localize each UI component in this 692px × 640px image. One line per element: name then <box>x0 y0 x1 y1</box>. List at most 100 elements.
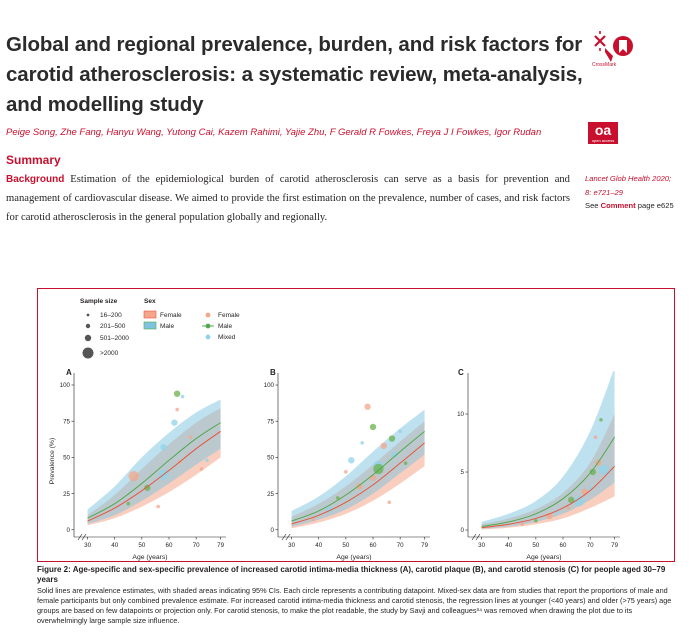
y-tick-label: 0 <box>461 527 465 534</box>
figure-caption-title: Figure 2: Age-specific and sex-specific … <box>37 565 666 585</box>
ci-band-male <box>291 409 425 527</box>
legend-sex-title: Sex <box>144 298 156 305</box>
data-point <box>574 495 585 507</box>
estimate-line-female <box>87 430 221 522</box>
legend-male-point <box>205 323 211 329</box>
legend-size-label: 501–2000 <box>100 335 129 342</box>
x-tick-label: 30 <box>288 542 295 549</box>
panel-letter: A <box>66 368 72 377</box>
y-axis-label: Prevalence (%) <box>49 438 56 484</box>
y-tick-label: 75 <box>63 418 70 425</box>
data-point <box>593 435 598 440</box>
data-point <box>173 390 181 397</box>
data-point <box>534 518 538 523</box>
legend: Sample size 16–200 201–500 501–2000 >200… <box>80 298 240 359</box>
data-point <box>199 467 204 471</box>
ci-band-male <box>87 399 221 524</box>
data-point <box>175 407 179 412</box>
page-text: page e625 <box>637 201 674 210</box>
legend-mixed-point <box>205 334 211 340</box>
author-list[interactable]: Peige Song, Zhe Fang, Hanyu Wang, Yutong… <box>6 127 542 138</box>
data-point <box>335 496 340 500</box>
legend-point-label: Female <box>218 312 240 319</box>
figure-svg: Sample size 16–200 201–500 501–2000 >200… <box>49 298 620 561</box>
data-point <box>398 429 402 434</box>
panel-letter: B <box>270 368 276 377</box>
chart-plot-area <box>87 390 221 526</box>
legend-band-label: Female <box>160 312 182 319</box>
chart-panel-b: B 0 25 50 75 100 30 40 50 60 70 79 Age (years) <box>264 368 430 561</box>
see-text: See <box>585 201 599 210</box>
data-point <box>387 500 392 505</box>
legend-size-dot <box>82 347 94 359</box>
data-point <box>205 458 209 463</box>
data-point <box>599 418 603 422</box>
journal-reference-line: Lancet Glob Health 2020; <box>585 174 672 183</box>
data-point <box>360 441 364 445</box>
journal-reference-line: 8: e721–29 <box>585 188 624 197</box>
legend-band-label: Male <box>160 323 174 330</box>
data-point <box>581 488 588 495</box>
y-tick-label: 5 <box>461 469 465 476</box>
x-tick-label: 79 <box>611 542 618 549</box>
panel-letter: C <box>458 368 464 377</box>
figure-2: Sample size 16–200 201–500 501–2000 >200… <box>37 288 675 562</box>
background-text: Estimation of the epidemiological burden… <box>6 174 570 223</box>
data-point <box>344 470 348 474</box>
ci-band-male <box>481 371 615 529</box>
y-tick-label: 10 <box>457 411 464 418</box>
data-point <box>403 461 408 465</box>
oa-badge-subtext: open access <box>591 138 615 143</box>
data-point <box>128 471 139 482</box>
crossmark-icon[interactable] <box>591 30 639 70</box>
title-line: and modelling study <box>6 93 204 116</box>
data-point <box>369 474 377 481</box>
y-tick-label: 100 <box>60 382 71 389</box>
legend-sample-size-title: Sample size <box>80 298 118 305</box>
x-axis-label: Age (years) <box>132 554 167 561</box>
legend-size-dot <box>85 323 91 329</box>
data-point <box>373 463 384 475</box>
data-point <box>566 506 571 510</box>
x-tick-label: 79 <box>217 542 224 549</box>
y-tick-label: 50 <box>267 455 274 462</box>
title-line: Global and regional prevalence, burden, … <box>6 33 583 56</box>
data-point <box>180 394 185 399</box>
x-tick-label: 60 <box>560 542 567 549</box>
x-tick-label: 30 <box>478 542 485 549</box>
comment-link[interactable]: Comment <box>600 201 636 210</box>
data-point <box>348 457 355 464</box>
x-tick-label: 60 <box>166 542 173 549</box>
x-tick-label: 50 <box>532 542 539 549</box>
chart-panel-c: C 0 5 10 30 40 50 60 70 79 Age (years) <box>457 368 620 561</box>
y-tick-label: 25 <box>63 491 70 498</box>
open-access-badge: oa open access <box>588 122 618 144</box>
legend-male-band <box>143 321 157 330</box>
legend-point-label: Male <box>218 323 232 330</box>
x-tick-label: 70 <box>587 542 594 549</box>
x-axis-label: Age (years) <box>526 554 561 561</box>
crossmark-label: CrossMark <box>592 62 617 68</box>
y-tick-label: 25 <box>267 491 274 498</box>
figure-caption-body: Solid lines are prevalence estimates, wi… <box>37 585 672 626</box>
data-point <box>156 504 160 509</box>
article-title: Global and regional prevalence, burden, … <box>6 30 583 120</box>
x-tick-label: 30 <box>84 542 91 549</box>
data-point <box>160 444 167 451</box>
legend-size-label: 201–500 <box>100 323 126 330</box>
data-point <box>391 451 398 458</box>
data-point <box>126 501 131 506</box>
legend-size-dot <box>84 334 92 342</box>
chart-plot-area <box>481 371 615 530</box>
axis-break-mark <box>471 533 481 541</box>
x-axis-label: Age (years) <box>336 554 371 561</box>
legend-female-point <box>205 312 211 318</box>
y-tick-label: 100 <box>264 382 275 389</box>
axis-break-mark <box>281 533 291 541</box>
data-point <box>380 442 388 449</box>
data-point <box>589 468 597 476</box>
x-tick-label: 60 <box>370 542 377 549</box>
y-tick-label: 75 <box>267 418 274 425</box>
x-tick-label: 50 <box>138 542 145 549</box>
